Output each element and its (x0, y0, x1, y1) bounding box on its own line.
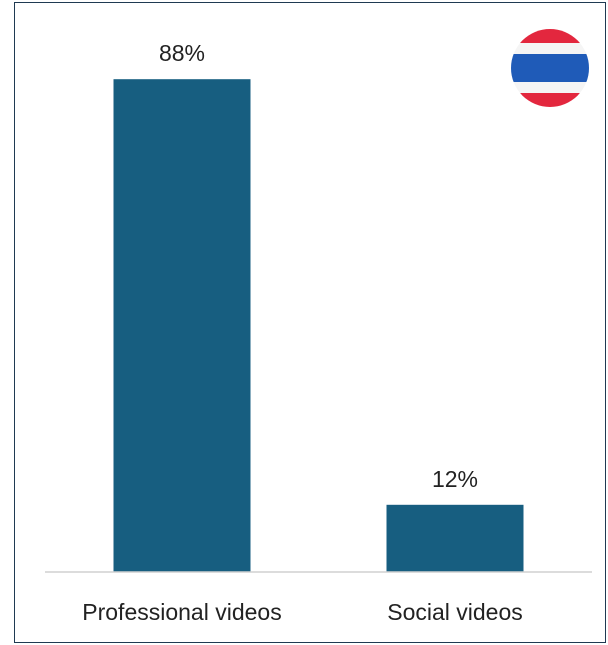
thailand-flag-icon (511, 29, 589, 107)
bar-social-videos (386, 504, 524, 572)
data-label: 88% (159, 40, 205, 66)
bar-professional-videos (113, 79, 251, 572)
labels-layer: 88% Professional videos 12% Social videos (82, 40, 522, 625)
chart-border (14, 2, 606, 643)
bars-layer (113, 79, 524, 572)
x-tick-label: Social videos (387, 599, 523, 625)
data-label: 12% (432, 466, 478, 492)
x-tick-label: Professional videos (82, 599, 281, 625)
